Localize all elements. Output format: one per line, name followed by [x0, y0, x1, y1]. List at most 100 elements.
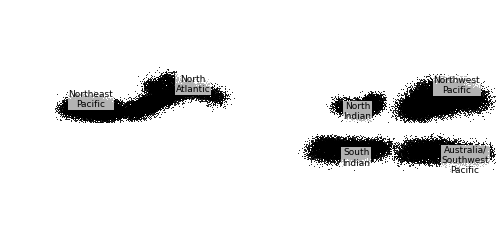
Point [85, 119, 93, 123]
Point [414, 105, 422, 109]
Point [432, 149, 440, 153]
Point [342, 106, 350, 110]
Point [96, 104, 104, 108]
Point [424, 151, 432, 155]
Point [156, 92, 164, 96]
Point [440, 92, 448, 96]
Point [170, 97, 178, 101]
Point [436, 142, 444, 146]
Point [207, 86, 215, 90]
Point [95, 104, 103, 108]
Point [441, 104, 449, 108]
Point [467, 90, 475, 94]
Point [422, 99, 430, 103]
Point [364, 106, 372, 110]
Point [352, 142, 360, 146]
Point [448, 92, 456, 96]
Point [100, 100, 108, 104]
Point [362, 149, 370, 153]
Point [444, 88, 452, 92]
Point [433, 152, 441, 156]
Point [110, 103, 118, 107]
Point [344, 148, 351, 152]
Point [356, 109, 364, 113]
Point [331, 147, 339, 151]
Point [427, 99, 435, 103]
Point [65, 108, 73, 112]
Point [364, 96, 372, 100]
Point [446, 151, 454, 155]
Point [90, 97, 98, 101]
Point [116, 112, 124, 116]
Point [432, 104, 440, 108]
Point [106, 113, 114, 117]
Point [350, 141, 358, 145]
Point [411, 147, 419, 151]
Point [86, 99, 94, 103]
Point [185, 85, 193, 89]
Point [144, 107, 152, 111]
Point [416, 105, 424, 109]
Point [103, 101, 111, 105]
Point [164, 94, 172, 98]
Point [452, 154, 460, 158]
Point [110, 103, 118, 107]
Point [455, 150, 463, 154]
Point [182, 83, 190, 87]
Point [421, 102, 429, 106]
Point [461, 145, 469, 149]
Point [324, 134, 332, 138]
Point [426, 110, 434, 114]
Point [408, 107, 416, 111]
Point [70, 111, 78, 115]
Point [422, 145, 430, 149]
Point [427, 150, 435, 154]
Point [426, 102, 434, 106]
Point [435, 104, 443, 108]
Point [350, 149, 358, 153]
Point [451, 86, 459, 90]
Point [138, 105, 146, 109]
Point [465, 93, 473, 97]
Point [79, 110, 87, 114]
Point [468, 150, 476, 154]
Point [313, 153, 321, 157]
Point [426, 102, 434, 106]
Point [88, 107, 96, 111]
Point [209, 93, 217, 97]
Point [370, 94, 378, 98]
Point [136, 109, 143, 113]
Point [452, 89, 460, 93]
Point [413, 105, 421, 109]
Point [317, 142, 325, 146]
Point [98, 108, 106, 112]
Point [450, 101, 458, 105]
Point [311, 152, 319, 156]
Point [447, 149, 455, 153]
Point [110, 104, 118, 108]
Point [117, 112, 125, 116]
Point [419, 102, 427, 106]
Point [93, 95, 101, 99]
Point [346, 147, 354, 151]
Point [116, 108, 124, 112]
Point [488, 149, 496, 153]
Point [411, 95, 419, 99]
Point [450, 94, 458, 98]
Point [146, 105, 154, 109]
Point [418, 139, 426, 143]
Point [158, 98, 166, 102]
Point [358, 139, 366, 143]
Point [164, 96, 172, 100]
Point [421, 93, 429, 97]
Point [72, 100, 80, 104]
Point [446, 106, 454, 110]
Point [424, 140, 432, 144]
Point [98, 113, 106, 117]
Point [404, 155, 412, 159]
Point [490, 86, 498, 90]
Point [148, 86, 156, 90]
Point [430, 110, 438, 114]
Point [468, 95, 476, 99]
Point [98, 106, 106, 110]
